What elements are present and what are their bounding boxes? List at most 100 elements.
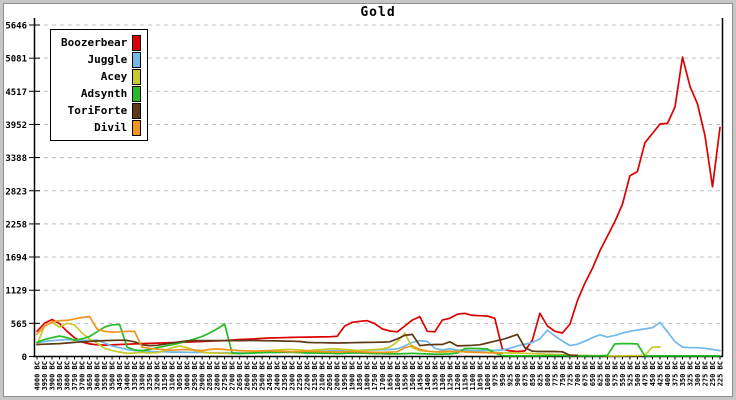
x-axis-tick-label: 500 BC (634, 361, 642, 386)
x-axis-tick-label: 3600 BC (94, 361, 102, 391)
x-axis-tick-label: 1300 BC (439, 361, 447, 391)
x-axis-tick-label: 2750 BC (221, 361, 229, 391)
legend-swatch-toriforte (132, 102, 142, 119)
x-axis-tick-label: 475 BC (641, 361, 649, 386)
legend-swatch-divil (132, 119, 142, 136)
x-axis-tick-label: 2150 BC (311, 361, 319, 391)
x-axis-tick-label: 1200 BC (454, 361, 462, 391)
x-axis-tick-label: 3050 BC (176, 361, 184, 391)
y-axis-tick-label: 565 (11, 320, 27, 330)
x-axis-tick-label: 625 BC (596, 361, 604, 386)
x-axis-tick-label: 2250 BC (296, 361, 304, 391)
x-axis-tick-label: 3650 BC (86, 361, 94, 391)
x-axis-tick-label: 850 BC (529, 361, 537, 386)
x-axis-tick-label: 3100 BC (169, 361, 177, 391)
x-axis-tick-label: 900 BC (514, 361, 522, 386)
x-axis-tick-label: 1050 BC (476, 361, 484, 391)
x-axis-tick-label: 3500 BC (109, 361, 117, 391)
x-axis-tick-label: 1400 BC (424, 361, 432, 391)
x-axis-tick-label: 3200 BC (154, 361, 162, 391)
x-axis-tick-label: 650 BC (589, 361, 597, 386)
x-axis-tick-label: 3900 BC (49, 361, 57, 391)
y-axis-tick-label: 2823 (5, 187, 27, 197)
x-axis-tick-label: 600 BC (604, 361, 612, 386)
x-axis-tick-label: 2400 BC (274, 361, 282, 391)
x-axis-tick-label: 550 BC (619, 361, 627, 386)
x-axis-tick-label: 225 BC (717, 361, 725, 386)
x-axis-tick-label: 1100 BC (469, 361, 477, 391)
x-axis-tick-label: 1750 BC (371, 361, 379, 391)
legend-label: Boozerbear (61, 36, 128, 49)
x-axis-tick-label: 525 BC (626, 361, 634, 386)
legend-swatch-acey (132, 68, 142, 85)
x-axis-tick-label: 3700 BC (79, 361, 87, 391)
x-axis-tick-label: 1850 BC (356, 361, 364, 391)
x-axis-tick-label: 1000 BC (484, 361, 492, 391)
x-axis-tick-label: 3950 BC (41, 361, 49, 391)
legend-swatch-adsynth (132, 85, 142, 102)
x-axis-tick-label: 1550 BC (401, 361, 409, 391)
x-axis-tick-label: 3850 BC (56, 361, 64, 391)
x-axis-tick-label: 1350 BC (431, 361, 439, 391)
legend-item-toriforte: ToriForte (61, 102, 142, 119)
x-axis-tick-label: 1700 BC (379, 361, 387, 391)
x-axis-tick-label: 2100 BC (319, 361, 327, 391)
y-axis-tick-label: 1694 (5, 254, 27, 264)
x-axis-tick-label: 1600 BC (394, 361, 402, 391)
x-axis-tick-label: 950 BC (499, 361, 507, 386)
y-axis-tick-label: 5081 (5, 55, 27, 65)
x-axis-tick-label: 2550 BC (251, 361, 259, 391)
x-axis-tick-label: 4000 BC (34, 361, 42, 391)
x-axis-tick-label: 675 BC (581, 361, 589, 386)
legend-label: Adsynth (80, 87, 128, 100)
legend-label: Divil (94, 121, 128, 134)
x-axis-tick-label: 2950 BC (191, 361, 199, 391)
legend-swatch-boozerbear (132, 34, 142, 51)
y-axis-tick-label: 3388 (5, 154, 27, 164)
x-axis-tick-label: 2600 BC (244, 361, 252, 391)
y-axis-tick-label: 4517 (5, 88, 27, 98)
legend-item-boozerbear: Boozerbear (61, 34, 142, 51)
y-axis-tick-label: 2258 (5, 220, 27, 230)
legend-label: Juggle (87, 53, 128, 66)
legend-item-adsynth: Adsynth (61, 85, 142, 102)
x-axis-tick-label: 325 BC (686, 361, 694, 386)
x-axis-tick-label: 825 BC (536, 361, 544, 386)
x-axis-tick-label: 3150 BC (161, 361, 169, 391)
legend-label: ToriForte (67, 104, 128, 117)
x-axis-tick-label: 2900 BC (199, 361, 207, 391)
x-axis-tick-label: 3300 BC (139, 361, 147, 391)
series-line-acey (36, 321, 661, 357)
x-axis-tick-label: 3350 BC (131, 361, 139, 391)
x-axis-tick-label: 975 BC (491, 361, 499, 386)
x-axis-tick-label: 3750 BC (71, 361, 79, 391)
legend-item-juggle: Juggle (61, 51, 142, 68)
x-axis-tick-label: 3400 BC (124, 361, 132, 391)
x-axis-tick-label: 275 BC (701, 361, 709, 386)
x-axis-tick-label: 2800 BC (214, 361, 222, 391)
x-axis-tick-label: 1150 BC (461, 361, 469, 391)
y-axis-tick-label: 5646 (5, 22, 27, 32)
x-axis-tick-label: 750 BC (559, 361, 567, 386)
x-axis-tick-label: 1650 BC (386, 361, 394, 391)
series-line-divil (36, 315, 504, 355)
x-axis-tick-label: 1250 BC (446, 361, 454, 391)
x-axis-tick-label: 3800 BC (64, 361, 72, 391)
x-axis-tick-label: 1450 BC (416, 361, 424, 391)
x-axis-tick-label: 1800 BC (364, 361, 372, 391)
chart-title: Gold (360, 5, 396, 20)
x-axis-tick-label: 400 BC (664, 361, 672, 386)
x-axis-tick-label: 375 BC (671, 361, 679, 386)
x-axis-tick-label: 3250 BC (146, 361, 154, 391)
y-axis-tick-label: 0 (22, 353, 27, 363)
x-axis-tick-label: 1900 BC (349, 361, 357, 391)
x-axis-tick-label: 2850 BC (206, 361, 214, 391)
legend-item-acey: Acey (61, 68, 142, 85)
x-axis-tick-label: 3550 BC (101, 361, 109, 391)
x-axis-tick-label: 2500 BC (259, 361, 267, 391)
x-axis-tick-label: 3000 BC (184, 361, 192, 391)
x-axis-tick-label: 250 BC (709, 361, 717, 386)
y-axis-tick-label: 3952 (5, 121, 27, 131)
